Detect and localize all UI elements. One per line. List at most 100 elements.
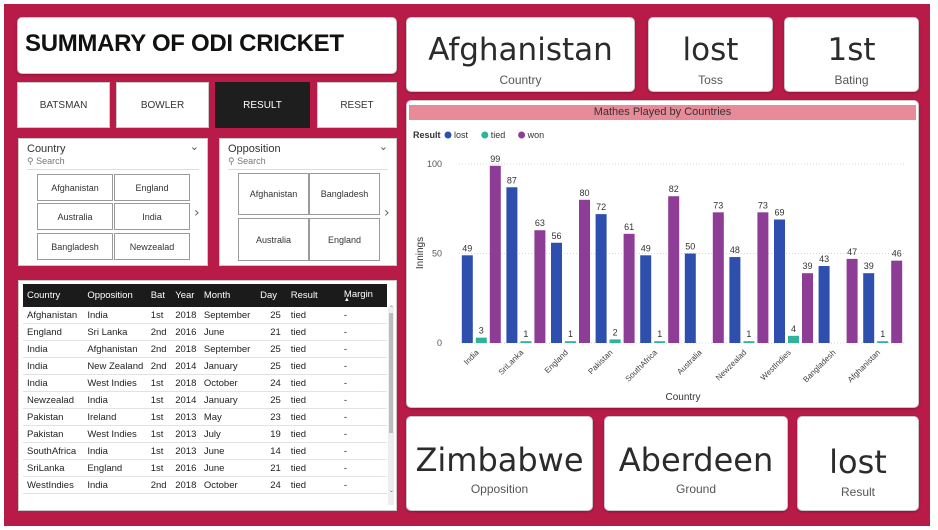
bar-won (757, 212, 769, 343)
title-card: SUMMARY OF ODI CRICKET (17, 17, 397, 74)
search-box[interactable]: ⚲ Search (228, 156, 266, 167)
table-cell: 14 (256, 442, 287, 460)
table-cell: 24 (256, 374, 287, 392)
table-row[interactable]: SouthAfrica India 1st 2013 June 14 tied - (23, 442, 387, 460)
bar-won (846, 258, 858, 343)
table-cell: England (23, 323, 84, 341)
table-cell: 2016 (171, 323, 200, 341)
kpi-label: Opposition (470, 482, 529, 496)
kpi-value: Zimbabwe (415, 441, 584, 479)
column-header[interactable]: Bat (146, 284, 172, 307)
kpi-value: 1st (827, 32, 876, 68)
bar-tied (788, 335, 799, 343)
divider (228, 169, 388, 170)
table-row[interactable]: Pakistan West Indies 1st 2013 July 19 tied - (23, 425, 387, 443)
slicer-tile[interactable]: England (114, 174, 190, 201)
x-axis-title: Country (665, 392, 700, 403)
chevron-right-icon[interactable]: › (194, 205, 200, 221)
kpi-label: Ground (675, 482, 717, 496)
table-cell: tied (286, 391, 340, 409)
table-row[interactable]: WestIndies India 2nd 2018 October 24 tied - (23, 476, 387, 494)
data-label: 73 (713, 200, 723, 210)
table-cell: May (199, 408, 257, 426)
slicer-tile[interactable]: England (309, 218, 380, 261)
bowler-button[interactable]: BOWLER (116, 82, 209, 128)
table-cell: January (199, 391, 257, 409)
result-button[interactable]: RESULT (215, 82, 310, 128)
column-header[interactable]: Country (23, 284, 84, 307)
data-label: 1 (746, 329, 751, 339)
column-header[interactable]: Year (171, 284, 200, 307)
x-tick-label: Newzealad (714, 348, 748, 382)
slicer-tile[interactable]: Bangladesh (37, 233, 113, 260)
slicer-tile[interactable]: Afghanistan (37, 174, 113, 201)
table-cell: 2018 (171, 307, 200, 324)
page-title: SUMMARY OF ODI CRICKET (25, 30, 344, 57)
table-cell: - (339, 442, 387, 460)
x-tick-label: SriLanka (497, 348, 526, 377)
legend-title: Result (413, 130, 441, 140)
x-tick-label: Bangladesh (801, 348, 837, 384)
data-label: 47 (847, 247, 857, 257)
table-cell: September (199, 307, 257, 324)
slicer-tile[interactable]: India (114, 203, 190, 230)
slicer-title: Opposition (228, 143, 281, 155)
slicer-tile[interactable]: Australia (37, 203, 113, 230)
table-row[interactable]: India New Zealand 2nd 2014 January 25 tied - (23, 357, 387, 375)
data-label: 99 (490, 154, 500, 164)
table-row[interactable]: Pakistan Ireland 1st 2013 May 23 tied - (23, 408, 387, 426)
table-cell: January (199, 357, 257, 375)
data-label: 46 (892, 249, 902, 259)
table-cell: Sri Lanka (83, 323, 147, 341)
table-cell: - (339, 340, 387, 358)
slicer-tile[interactable]: Newzealad (114, 233, 190, 260)
kpi-card-bating: 1st Bating (784, 17, 919, 92)
scroll-down-icon[interactable]: ⌄ (388, 487, 394, 494)
y-tick-label: 50 (432, 249, 442, 259)
column-header[interactable]: Result (286, 284, 340, 307)
search-placeholder: Search (237, 156, 266, 166)
batsman-button[interactable]: BATSMAN (17, 82, 110, 128)
y-tick-label: 100 (427, 159, 442, 169)
table-row[interactable]: SriLanka England 1st 2016 June 21 tied - (23, 459, 387, 477)
column-header[interactable]: Opposition (83, 284, 147, 307)
search-box[interactable]: ⚲ Search (27, 156, 65, 167)
table-cell: tied (286, 408, 340, 426)
reset-button[interactable]: RESET (317, 82, 397, 128)
country-slicer: Country ⌄ ⚲ Search Afghanistan England A… (18, 138, 208, 266)
chevron-right-icon[interactable]: › (384, 205, 390, 221)
scroll-up-icon[interactable]: ⌃ (388, 305, 394, 312)
table-cell: 25 (256, 391, 287, 409)
table-cell: - (339, 307, 387, 324)
legend-label: lost (454, 130, 469, 140)
chevron-down-icon[interactable]: ⌄ (189, 140, 199, 153)
data-label: 56 (551, 231, 561, 241)
data-label: 63 (535, 218, 545, 228)
scrollbar-thumb[interactable] (389, 313, 393, 433)
column-header[interactable]: Day (256, 284, 287, 307)
column-header-sorted[interactable]: Margin ▲ (339, 284, 387, 307)
x-tick-label: Afghanistan (846, 348, 882, 384)
table-cell: Ireland (83, 408, 147, 426)
table-cell: WestIndies (23, 476, 84, 494)
column-header[interactable]: Month (199, 284, 257, 307)
table-row[interactable]: England Sri Lanka 2nd 2016 June 21 tied - (23, 323, 387, 341)
slicer-tile[interactable]: Afghanistan (238, 173, 309, 215)
data-label: 43 (819, 254, 829, 264)
table-row[interactable]: India Afghanistan 2nd 2018 September 25 tied - (23, 340, 387, 358)
table-row[interactable]: Newzealad India 1st 2014 January 25 tied - (23, 391, 387, 409)
table-row[interactable]: India West Indies 1st 2018 October 24 tied - (23, 374, 387, 392)
chevron-down-icon[interactable]: ⌄ (378, 140, 388, 153)
table-scrollbar[interactable] (388, 307, 394, 505)
bar-won (668, 196, 680, 343)
slicer-tile[interactable]: Australia (238, 218, 309, 261)
table-cell: 2nd (146, 357, 172, 375)
table-row[interactable]: Afghanistan India 1st 2018 September 25 tied - (23, 307, 387, 324)
search-icon: ⚲ (27, 156, 34, 166)
data-label: 1 (880, 329, 885, 339)
slicer-tile[interactable]: Bangladesh (309, 173, 380, 215)
table-cell: SriLanka (23, 459, 84, 477)
bar-tied (743, 341, 755, 343)
table-cell: tied (286, 340, 340, 358)
sort-ascending-icon: ▲ (343, 297, 350, 303)
